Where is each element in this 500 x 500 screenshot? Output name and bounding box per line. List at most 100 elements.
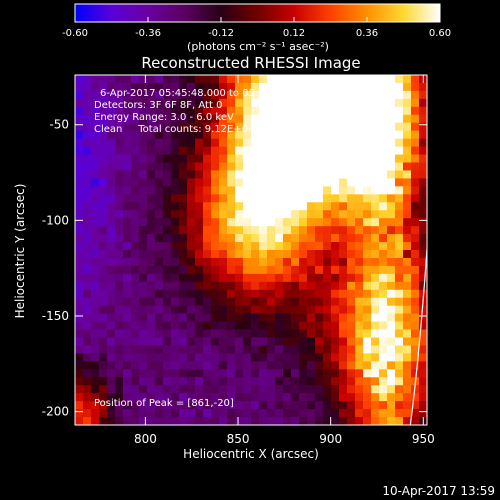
heatmap-cell — [243, 385, 252, 394]
heatmap-cell — [307, 265, 316, 275]
heatmap-cell — [267, 401, 276, 410]
heatmap-cell — [291, 90, 300, 100]
heatmap-cell — [139, 345, 148, 354]
heatmap-cell — [395, 257, 404, 267]
heatmap-cell — [291, 234, 300, 243]
heatmap-cell — [371, 194, 380, 203]
heatmap-cell — [243, 337, 252, 347]
heatmap-cell — [275, 361, 284, 370]
heatmap-cell — [267, 82, 276, 92]
heatmap-cell — [227, 130, 236, 140]
heatmap-cell — [267, 186, 276, 195]
heatmap-cell — [75, 106, 84, 116]
heatmap-cell — [411, 313, 420, 323]
heatmap-cell — [107, 273, 116, 283]
heatmap-cell — [219, 409, 228, 418]
heatmap-cell — [403, 75, 412, 84]
heatmap-cell — [155, 98, 164, 108]
heatmap-cell — [283, 194, 292, 203]
heatmap-cell — [123, 122, 132, 132]
heatmap-cell — [171, 353, 180, 362]
heatmap-cell — [195, 417, 204, 425]
heatmap-cell — [387, 353, 396, 362]
heatmap-cell — [395, 154, 404, 164]
heatmap-cell — [267, 305, 276, 315]
heatmap-cell — [371, 385, 380, 394]
heatmap-cell — [163, 305, 172, 315]
heatmap-cell — [219, 289, 228, 299]
heatmap-cell — [91, 218, 100, 227]
heatmap-cell — [123, 90, 132, 100]
heatmap-cell — [163, 393, 172, 402]
heatmap-cell — [91, 281, 100, 291]
heatmap-cell — [403, 265, 412, 275]
heatmap-cell — [299, 202, 308, 211]
heatmap-cell — [299, 297, 308, 307]
heatmap-cell — [251, 305, 260, 315]
heatmap-cell — [395, 329, 404, 339]
heatmap-cell — [331, 186, 340, 195]
heatmap-cell — [363, 345, 372, 354]
heatmap-cell — [379, 273, 388, 283]
heatmap-cell — [75, 170, 84, 179]
heatmap-cell — [387, 297, 396, 307]
heatmap-cell — [275, 154, 284, 164]
heatmap-cell — [155, 265, 164, 275]
heatmap-cell — [355, 377, 364, 386]
heatmap-cell — [259, 178, 268, 187]
heatmap-cell — [115, 146, 124, 156]
heatmap-cell — [395, 114, 404, 124]
heatmap-cell — [139, 250, 148, 259]
heatmap-cell — [243, 130, 252, 140]
heatmap-cell — [387, 98, 396, 108]
heatmap-cell — [275, 353, 284, 362]
heatmap-cell — [83, 194, 92, 203]
heatmap-cell — [363, 377, 372, 386]
heatmap-cell — [171, 329, 180, 339]
heatmap-cell — [275, 273, 284, 283]
heatmap-cell — [75, 98, 84, 108]
heatmap-cell — [83, 313, 92, 323]
heatmap-cell — [363, 385, 372, 394]
heatmap-cell — [355, 409, 364, 418]
heatmap-cell — [331, 369, 340, 378]
heatmap-cell — [419, 353, 427, 362]
heatmap-cell — [291, 361, 300, 370]
heatmap-cell — [347, 385, 356, 394]
heatmap-cell — [291, 289, 300, 299]
heatmap-cell — [203, 313, 212, 323]
heatmap-cell — [235, 202, 244, 211]
heatmap-cell — [307, 257, 316, 267]
heatmap-cell — [275, 265, 284, 275]
heatmap-cell — [91, 377, 100, 386]
heatmap-cell — [139, 401, 148, 410]
heatmap-cell — [251, 106, 260, 116]
heatmap-cell — [107, 257, 116, 267]
heatmap-cell — [379, 361, 388, 370]
heatmap-cell — [299, 361, 308, 370]
heatmap-cell — [83, 146, 92, 156]
heatmap-cell — [323, 178, 332, 187]
heatmap-cell — [171, 234, 180, 243]
heatmap-cell — [131, 353, 140, 362]
heatmap-cell — [107, 393, 116, 402]
heatmap-cell — [259, 401, 268, 410]
heatmap-cell — [299, 114, 308, 124]
heatmap-cell — [419, 106, 427, 116]
heatmap-cell — [171, 170, 180, 179]
heatmap-cell — [83, 154, 92, 164]
heatmap-cell — [179, 313, 188, 323]
heatmap-cell — [91, 234, 100, 243]
heatmap-cell — [123, 114, 132, 124]
heatmap-cell — [323, 345, 332, 354]
heatmap-cell — [115, 257, 124, 267]
heatmap-cell — [323, 401, 332, 410]
heatmap-cell — [91, 90, 100, 100]
heatmap-cell — [99, 257, 108, 267]
heatmap-cell — [131, 242, 140, 251]
heatmap-cell — [387, 273, 396, 283]
heatmap-cell — [379, 393, 388, 402]
heatmap-cell — [259, 345, 268, 354]
heatmap-cell — [315, 250, 324, 259]
heatmap-cell — [219, 162, 228, 172]
